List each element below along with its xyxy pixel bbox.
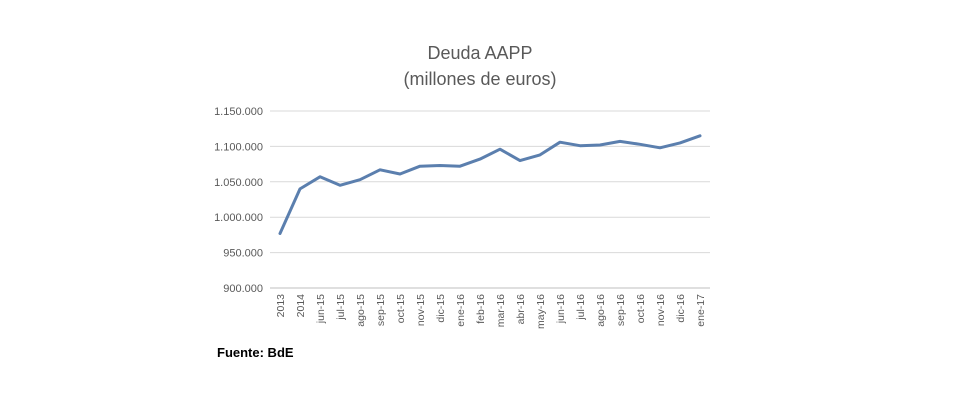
x-tick-label: nov-15 <box>415 294 427 326</box>
x-tick-label: oct-15 <box>395 294 407 323</box>
x-tick-label: oct-16 <box>635 294 647 323</box>
x-tick-label: sep-16 <box>615 294 627 326</box>
y-tick-label: 1.000.000 <box>214 212 263 224</box>
x-tick-label: ago-16 <box>595 294 607 327</box>
y-tick-label: 950.000 <box>223 248 263 260</box>
x-tick-label: ene-16 <box>455 294 467 327</box>
x-tick-label: 2013 <box>275 294 287 318</box>
x-tick-label: may-16 <box>535 294 547 329</box>
y-tick-label: 1.050.000 <box>214 177 263 189</box>
chart-title: Deuda AAPP <box>427 43 533 63</box>
x-tick-label: mar-16 <box>495 294 507 327</box>
x-tick-label: jul-15 <box>335 294 347 321</box>
x-tick-label: nov-16 <box>655 294 667 326</box>
y-tick-label: 1.150.000 <box>214 106 263 118</box>
series-line <box>278 134 702 235</box>
y-tick-label: 1.100.000 <box>214 141 263 153</box>
x-tick-label: dic-16 <box>675 294 687 323</box>
source-note: Fuente: BdE <box>217 345 294 360</box>
x-tick-label: dic-15 <box>435 294 447 323</box>
x-tick-label: ago-15 <box>355 294 367 327</box>
x-tick-label: abr-16 <box>515 294 527 325</box>
x-tick-label: jun-16 <box>555 294 567 324</box>
y-tick-label: 900.000 <box>223 283 263 295</box>
x-tick-label: jun-15 <box>315 294 327 324</box>
x-tick-label: sep-15 <box>375 294 387 326</box>
chart-subtitle: (millones de euros) <box>403 69 557 89</box>
x-tick-label: feb-16 <box>475 294 487 324</box>
x-tick-label: jul-16 <box>575 294 587 321</box>
x-tick-label: 2014 <box>295 294 307 318</box>
x-tick-label: ene-17 <box>695 294 707 327</box>
